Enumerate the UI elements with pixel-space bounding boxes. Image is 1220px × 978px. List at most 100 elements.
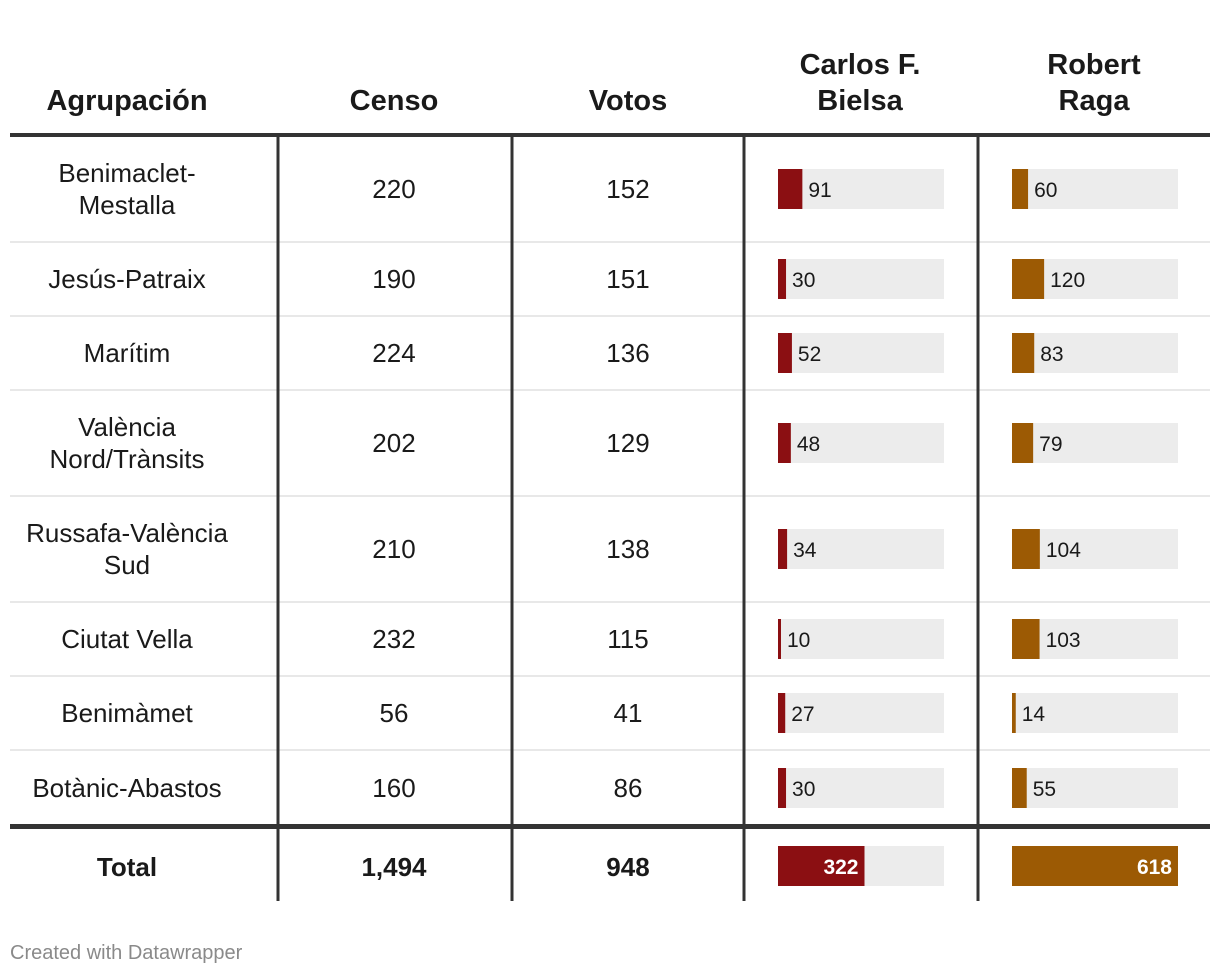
column-header-4: Raga	[1059, 85, 1131, 117]
cell-agrupacion: Benimàmet	[61, 698, 193, 728]
row-divider	[10, 389, 1210, 391]
column-header-0: Agrupación	[46, 85, 207, 117]
total-votos: 948	[606, 852, 649, 882]
bar-raga	[1012, 619, 1040, 659]
row-divider	[10, 675, 1210, 677]
column-header-1: Censo	[350, 85, 439, 117]
column-separator-3	[976, 137, 980, 901]
total-label: Total	[97, 852, 157, 882]
bar-track-bielsa	[778, 423, 944, 463]
row-divider	[10, 241, 1210, 243]
cell-agrupacion: Ciutat Vella	[61, 624, 193, 654]
bar-raga	[1012, 768, 1027, 808]
bar-label-raga: 120	[1050, 269, 1085, 292]
total-censo: 1,494	[361, 852, 427, 882]
column-header-3: Carlos F.	[800, 49, 921, 81]
row-divider	[10, 315, 1210, 317]
bar-label-raga: 83	[1040, 343, 1063, 366]
bar-label-bielsa: 27	[791, 703, 814, 726]
cell-votos: 136	[606, 338, 649, 368]
bar-track-raga	[1012, 333, 1178, 373]
bar-track-raga	[1012, 619, 1178, 659]
column-header-3: Bielsa	[817, 85, 903, 117]
cell-votos: 151	[606, 264, 649, 294]
bar-track-raga	[1012, 693, 1178, 733]
cell-censo: 190	[372, 264, 415, 294]
bar-label-raga: 55	[1033, 778, 1056, 801]
bar-track-bielsa	[778, 619, 944, 659]
bar-track-bielsa	[778, 768, 944, 808]
header-rule	[10, 133, 1210, 137]
bar-bielsa	[778, 619, 781, 659]
bar-label-bielsa: 52	[798, 343, 821, 366]
bar-label-raga: 60	[1034, 179, 1057, 202]
bar-label-bielsa: 48	[797, 433, 820, 456]
cell-censo: 202	[372, 428, 415, 458]
cell-agrupacion: Marítim	[84, 338, 171, 368]
bar-track-raga	[1012, 768, 1178, 808]
bar-bielsa	[778, 423, 791, 463]
bar-bielsa	[778, 768, 787, 808]
cell-censo: 210	[372, 534, 415, 564]
bar-bielsa	[778, 693, 786, 733]
bar-label-raga: 104	[1046, 539, 1081, 562]
total-bar-label-bielsa: 322	[823, 856, 858, 879]
cell-agrupacion: Mestalla	[79, 190, 176, 220]
cell-votos: 152	[606, 174, 649, 204]
bar-bielsa	[778, 333, 792, 373]
bar-raga	[1012, 529, 1040, 569]
bar-track-raga	[1012, 169, 1178, 209]
column-separator-1	[510, 137, 514, 901]
bar-bielsa	[778, 529, 788, 569]
bar-label-raga: 14	[1022, 703, 1046, 726]
cell-votos: 129	[606, 428, 649, 458]
column-separator-0	[276, 137, 280, 901]
cell-votos: 41	[614, 698, 643, 728]
cell-agrupacion: Botànic-Abastos	[32, 773, 221, 803]
cell-agrupacion: Sud	[104, 550, 150, 580]
bar-raga	[1012, 333, 1035, 373]
bar-label-raga: 103	[1046, 629, 1081, 652]
bar-track-bielsa	[778, 529, 944, 569]
total-rule	[10, 824, 1210, 829]
bar-raga	[1012, 169, 1029, 209]
cell-censo: 232	[372, 624, 415, 654]
bar-track-bielsa	[778, 169, 944, 209]
total-bar-label-raga: 618	[1137, 856, 1172, 879]
bar-raga	[1012, 423, 1034, 463]
cell-censo: 160	[372, 773, 415, 803]
cell-agrupacion: Jesús-Patraix	[48, 264, 206, 294]
cell-censo: 224	[372, 338, 415, 368]
bar-bielsa	[778, 259, 787, 299]
column-header-4: Robert	[1047, 49, 1141, 81]
bar-label-bielsa: 30	[792, 269, 815, 292]
total-bar-bielsa	[778, 846, 865, 886]
bar-label-bielsa: 30	[792, 778, 815, 801]
bar-track-bielsa	[778, 259, 944, 299]
bar-raga	[1012, 259, 1045, 299]
bar-track-bielsa	[778, 693, 944, 733]
cell-agrupacion: València	[78, 412, 176, 442]
row-divider	[10, 749, 1210, 751]
cell-votos: 115	[607, 624, 648, 654]
credit-footer: Created with Datawrapper	[10, 942, 243, 964]
row-divider	[10, 495, 1210, 497]
cell-agrupacion: Russafa-València	[26, 518, 228, 548]
row-divider	[10, 601, 1210, 603]
bar-track-raga	[1012, 423, 1178, 463]
bar-label-bielsa: 91	[808, 179, 831, 202]
cell-votos: 138	[606, 534, 649, 564]
column-separator-2	[742, 137, 746, 901]
column-header-2: Votos	[589, 85, 667, 117]
bar-label-bielsa: 34	[793, 539, 817, 562]
bar-bielsa	[778, 169, 803, 209]
total-bar-raga	[1012, 846, 1178, 886]
cell-agrupacion: Nord/Trànsits	[49, 444, 204, 474]
cell-censo: 220	[372, 174, 415, 204]
cell-censo: 56	[380, 698, 409, 728]
bar-raga	[1012, 693, 1016, 733]
bar-label-bielsa: 10	[787, 629, 810, 652]
bar-track-bielsa	[778, 333, 944, 373]
cell-votos: 86	[614, 773, 643, 803]
